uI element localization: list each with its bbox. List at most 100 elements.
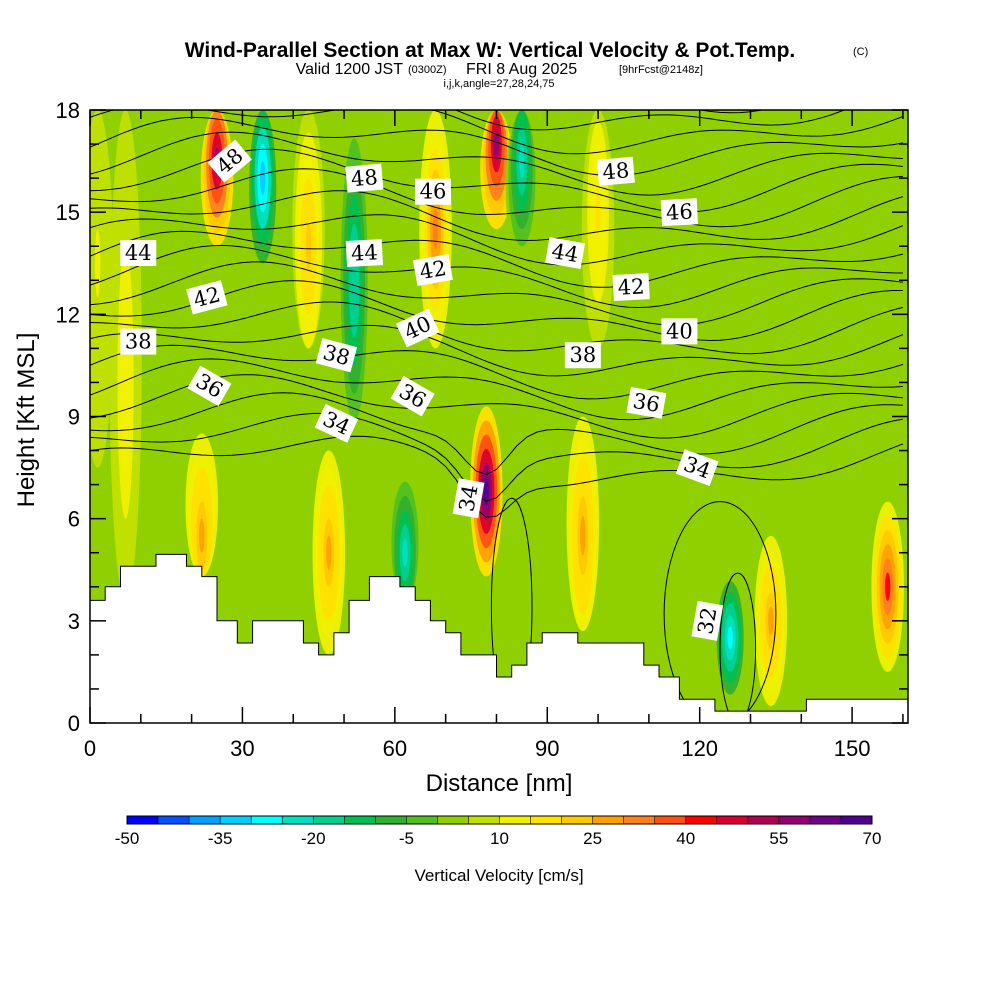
theta-label-box: [207, 139, 252, 183]
theta-contour-35: [90, 392, 903, 476]
theta-label-48: 48: [596, 156, 635, 186]
theta-label-box: [395, 308, 440, 348]
theta-label-box: [626, 386, 667, 419]
theta-contour-52: [454, 110, 846, 131]
terrain: [90, 553, 908, 723]
theta-label-box: [661, 318, 698, 345]
theta-label-42: 42: [612, 273, 650, 302]
theta-label-box: [564, 342, 601, 369]
theta-label-box: [345, 163, 384, 193]
w-band: [305, 223, 312, 269]
subtitle-line: Valid 1200 JST (0300Z) FRI 8 Aug 2025 [9…: [296, 61, 703, 78]
theta-label-box: [345, 239, 384, 267]
title-copyright-mark: (C): [853, 46, 868, 58]
colorbar-swatch: [747, 816, 780, 824]
theta-label-text: 46: [665, 199, 693, 224]
theta-label-box: [120, 328, 157, 355]
w-band: [483, 477, 490, 506]
theta-contour-40: [90, 301, 904, 355]
x-tick-label: 0: [84, 736, 96, 761]
theta-label-box: [545, 237, 586, 269]
colorbar-swatch: [437, 816, 469, 824]
subtitle-date: FRI 8 Aug 2025: [466, 61, 577, 78]
theta-label-text: 44: [550, 239, 580, 267]
w-band: [519, 144, 525, 179]
colorbar-swatch: [561, 816, 594, 824]
theta-label-text: 34: [454, 483, 482, 513]
y-tick-label: 15: [56, 200, 80, 225]
w-band: [199, 518, 205, 553]
y-tick-label: 6: [68, 507, 80, 532]
w-band: [595, 189, 601, 235]
w-band: [727, 626, 733, 650]
y-tick-label: 0: [68, 711, 80, 736]
colorbar-swatch: [809, 816, 842, 824]
colorbar-swatch: [344, 816, 376, 824]
theta-label-40: 40: [661, 318, 698, 345]
colorbar-swatch: [251, 816, 283, 824]
theta-label-box: [691, 600, 724, 641]
theta-contour-49: [90, 131, 903, 196]
theta-contour-33: [90, 435, 904, 518]
theta-label-48: 48: [345, 163, 384, 193]
w-band: [768, 606, 774, 636]
theta-label-box: [412, 254, 453, 286]
theta-label-38: 38: [564, 342, 601, 369]
theta-contour-36: [90, 374, 903, 439]
theta-label-box: [596, 156, 635, 186]
theta-label-text: 38: [569, 343, 596, 367]
colorbar-tick-label: 10: [490, 829, 509, 848]
theta-label-42: 42: [186, 280, 228, 315]
theta-contour-41: [90, 280, 903, 342]
colorbar-swatch: [158, 816, 190, 824]
colorbar-swatch: [499, 816, 532, 824]
w-column-16: [754, 535, 788, 706]
w-band: [402, 538, 408, 567]
theta-label-text: 40: [666, 319, 693, 343]
theta-label-text: 44: [350, 240, 378, 265]
theta-label-box: [187, 365, 232, 407]
y-tick-label: 3: [68, 609, 80, 634]
theta-label-box: [315, 337, 358, 373]
theta-contour-closed: [663, 501, 777, 723]
theta-label-44: 44: [345, 239, 384, 267]
theta-label-46: 46: [414, 178, 451, 205]
colorbar-tick-label: 70: [863, 829, 882, 848]
theta-contour-43: [90, 244, 903, 309]
subtitle-indices: i,j,k,angle=27,28,24,75: [443, 78, 554, 90]
theta-contour-38: [90, 344, 904, 400]
colorbar-tick-label: 40: [676, 829, 695, 848]
colorbar-tick-label: -5: [399, 829, 414, 848]
theta-label-32: 32: [691, 600, 724, 641]
theta-contour-37: [90, 358, 903, 421]
theta-label-box: [452, 478, 485, 519]
chart-title: Wind-Parallel Section at Max W: Vertical…: [185, 39, 796, 62]
theta-label-box: [414, 178, 451, 205]
subtitle-utc: (0300Z): [408, 64, 447, 76]
w-column-1: [109, 110, 142, 601]
colorbar-swatch: [189, 816, 221, 824]
colorbar-swatch: [654, 816, 687, 824]
w-column-13: [566, 416, 600, 632]
y-tick-label: 9: [68, 405, 80, 430]
theta-label-box: [120, 240, 157, 267]
theta-label-text: 42: [617, 274, 645, 299]
colorbar-swatch: [840, 816, 873, 824]
theta-label-box: [186, 280, 228, 315]
theta-label-text: 38: [125, 330, 152, 354]
colorbar-swatch: [685, 816, 718, 824]
w-column-7: [337, 110, 371, 451]
w-band: [122, 337, 129, 428]
colorbar-swatch: [127, 816, 159, 824]
theta-label-46: 46: [660, 198, 699, 227]
theta-label-text: 48: [350, 165, 379, 191]
w-band: [884, 572, 891, 601]
w-column-15: [713, 569, 747, 706]
y-tick-label: 18: [56, 98, 80, 123]
theta-label-34: 34: [452, 478, 485, 519]
colorbar-swatch: [313, 816, 345, 824]
x-tick-label: 60: [383, 736, 407, 761]
w-band: [260, 161, 266, 196]
w-band: [432, 209, 439, 250]
